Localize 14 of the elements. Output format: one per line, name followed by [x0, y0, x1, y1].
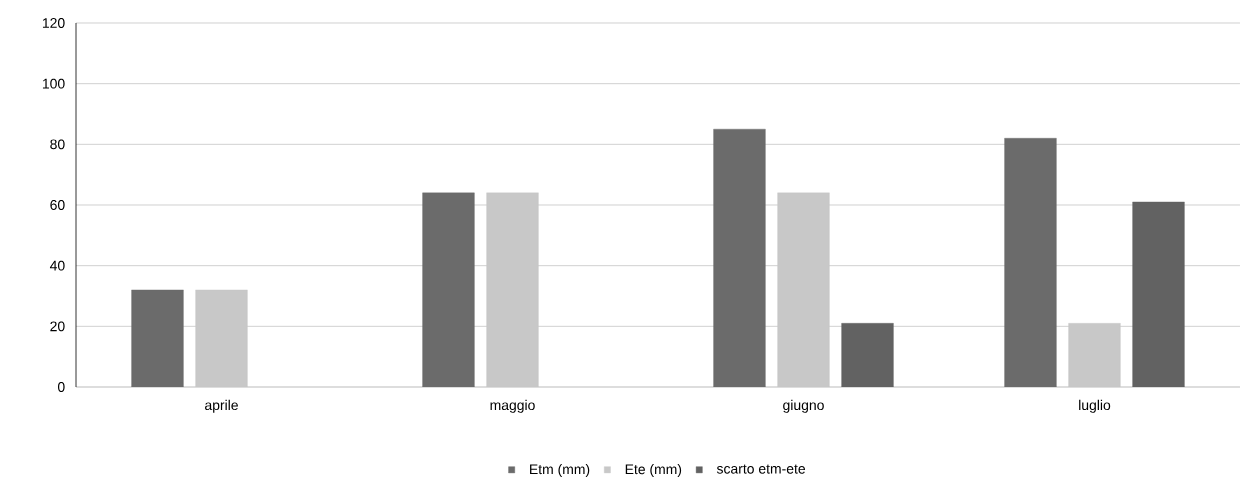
y-tick-label: 0 — [57, 382, 65, 392]
y-tick-label: 60 — [50, 200, 65, 210]
y-tick-label: 20 — [50, 321, 65, 332]
legend-label: Ete (mm) — [625, 463, 682, 477]
x-tick-label: maggio — [490, 399, 535, 413]
y-tick-label: 100 — [42, 78, 65, 89]
y-tick-label: 80 — [50, 139, 65, 150]
x-tick-label: giugno — [783, 399, 824, 413]
legend-label: scarto etm-ete — [716, 464, 806, 474]
y-tick-label: 120 — [42, 18, 65, 28]
legend-label: Etm (mm) — [530, 463, 590, 477]
x-tick-label: luglio — [1079, 399, 1111, 413]
x-tick-label: aprile — [205, 399, 238, 413]
y-tick-label: 40 — [49, 260, 65, 271]
